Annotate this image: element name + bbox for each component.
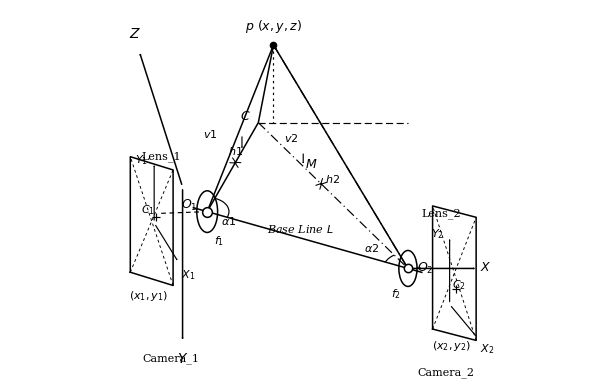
Text: Lens_1: Lens_1 <box>142 151 181 162</box>
Text: $f_1$: $f_1$ <box>214 234 224 248</box>
Text: $O_1$: $O_1$ <box>181 198 198 214</box>
Text: $Y_1$: $Y_1$ <box>134 154 148 167</box>
Text: $O_2$: $O_2$ <box>418 261 434 276</box>
Text: Lens_2: Lens_2 <box>421 208 461 219</box>
Text: $C_2$: $C_2$ <box>452 278 466 292</box>
Text: $X$: $X$ <box>480 261 491 274</box>
Text: $C_1$: $C_1$ <box>141 203 155 217</box>
Text: $X_2$: $X_2$ <box>480 342 494 356</box>
Text: $\alpha 2$: $\alpha 2$ <box>364 242 380 254</box>
Text: $M$: $M$ <box>305 158 317 171</box>
Text: $f_2$: $f_2$ <box>391 287 401 301</box>
Text: $Y_2$: $Y_2$ <box>431 227 444 241</box>
Text: $X_1$: $X_1$ <box>181 269 195 282</box>
Text: $v1$: $v1$ <box>203 128 217 140</box>
Text: $Y$: $Y$ <box>177 352 188 366</box>
Text: Base Line $L$: Base Line $L$ <box>267 223 333 235</box>
Text: $h2$: $h2$ <box>325 173 340 185</box>
Text: $\alpha 1$: $\alpha 1$ <box>221 215 236 227</box>
Text: $h1$: $h1$ <box>228 145 243 157</box>
Text: Camera_1: Camera_1 <box>143 354 200 364</box>
Text: $(x_1, y_1)$: $(x_1, y_1)$ <box>129 289 168 303</box>
Text: Camera_2: Camera_2 <box>418 367 475 378</box>
Text: $(x_2, y_2)$: $(x_2, y_2)$ <box>432 339 471 353</box>
Text: $C$: $C$ <box>240 110 251 123</box>
Text: $Z$: $Z$ <box>129 27 141 41</box>
Text: $p\ (x,y,z)$: $p\ (x,y,z)$ <box>245 18 302 36</box>
Text: $v2$: $v2$ <box>284 132 298 144</box>
